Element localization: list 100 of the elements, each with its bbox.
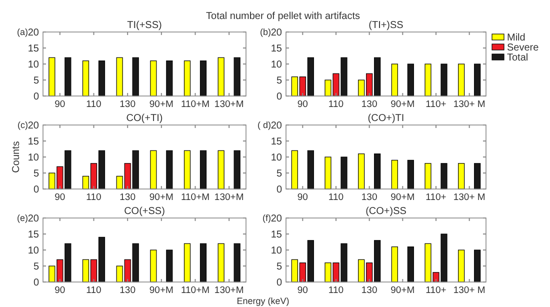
x-tick-label: 110 — [86, 99, 102, 110]
y-tick-label: 10 — [270, 152, 282, 164]
y-tick-label: 5 — [276, 76, 282, 86]
x-tick-label: 130 — [120, 285, 136, 296]
bar — [166, 150, 173, 190]
y-tick-label: 10 — [270, 60, 282, 70]
x-tick-label: 90+M — [149, 285, 174, 296]
bar — [200, 150, 207, 190]
text: (e) — [17, 213, 28, 224]
x-tick-label: 130 — [361, 192, 378, 203]
bar — [474, 250, 481, 282]
x-tick-label: 130+ M — [453, 192, 486, 203]
x-tick-label: 90 — [297, 192, 308, 203]
text: (c) — [18, 120, 28, 130]
x-tick-label: 90+M — [390, 192, 415, 203]
chart-title: (CO+)SS — [366, 206, 407, 217]
x-tick-label: 110 — [86, 192, 102, 203]
legend-label: Total — [507, 52, 528, 64]
bar — [374, 154, 381, 190]
bar — [184, 150, 191, 190]
chart-title: TI(+SS) — [127, 20, 162, 31]
bar — [440, 64, 448, 96]
bar — [340, 156, 348, 190]
text: (a) — [17, 27, 28, 38]
x-tick-label: 90+M — [149, 99, 174, 110]
bar — [200, 243, 207, 282]
y-tick-label: 0 — [276, 278, 282, 288]
x-tick-label: 110+M — [180, 99, 210, 110]
x-tick-label: 110 — [328, 99, 344, 110]
x-tick-label: 90+M — [390, 285, 415, 296]
x-tick-label: 90+M — [149, 192, 174, 203]
y-tick-label: 0 — [276, 92, 282, 102]
x-tick-label: 110+ — [426, 99, 447, 110]
y-tick-label: 20 — [270, 28, 282, 38]
legend-label: Severe — [507, 42, 540, 54]
bar — [324, 156, 332, 190]
y-tick-label: 10 — [28, 60, 40, 70]
bar — [407, 246, 414, 282]
bar — [391, 246, 398, 282]
chart-title: (TI+)SS — [368, 20, 404, 31]
bar — [218, 150, 224, 190]
bar — [391, 160, 398, 190]
legend-label: Mild — [507, 32, 526, 44]
bar — [234, 243, 240, 282]
y-tick-label: 0 — [276, 184, 282, 196]
x-tick-label: 130+M — [214, 99, 244, 110]
chart-title: CO(+SS) — [124, 206, 165, 217]
y-tick-label: 0 — [33, 92, 40, 102]
bar — [291, 150, 298, 190]
x-tick-label: 130+M — [214, 285, 244, 296]
x-tick-label: 110 — [86, 285, 102, 296]
x-tick-label: 90 — [54, 99, 66, 110]
x-tick-label: 130 — [361, 285, 378, 296]
x-tick-label: 130+ M — [453, 99, 486, 110]
text: (b) — [260, 27, 271, 38]
y-tick-label: 10 — [28, 246, 40, 256]
x-tick-label: 110 — [328, 285, 344, 296]
y-tick-label: 15 — [28, 230, 40, 240]
bar — [307, 150, 314, 190]
bar — [424, 64, 432, 96]
bar — [218, 243, 224, 282]
bar — [458, 163, 465, 190]
bar — [150, 250, 157, 282]
text: ( d) — [258, 120, 272, 130]
x-tick-label: 130 — [120, 192, 136, 203]
text: (f) — [262, 213, 271, 224]
y-tick-label: 20 — [28, 120, 40, 132]
chart-title: (CO+)TI — [368, 113, 404, 124]
bar — [407, 64, 414, 96]
y-tick-label: 10 — [28, 152, 40, 164]
bar — [440, 163, 448, 190]
y-tick-label: 10 — [270, 246, 282, 256]
y-tick-label: 5 — [33, 168, 40, 180]
y-tick-label: 15 — [28, 136, 40, 148]
y-tick-label: 15 — [28, 44, 40, 54]
x-tick-label: 110+M — [180, 192, 210, 203]
y-tick-label: 20 — [28, 214, 40, 224]
bar — [184, 243, 191, 282]
x-tick-label: 90 — [54, 285, 66, 296]
x-tick-label: 130 — [361, 99, 378, 110]
bar — [150, 150, 157, 190]
bar — [474, 163, 481, 190]
x-tick-label: 90 — [297, 99, 308, 110]
y-tick-label: 0 — [33, 278, 40, 288]
x-tick-label: 110+ — [426, 192, 447, 203]
bar — [474, 64, 481, 96]
y-tick-label: 20 — [28, 28, 40, 38]
y-tick-label: 5 — [276, 168, 282, 180]
x-tick-label: 130 — [120, 99, 136, 110]
bar — [358, 154, 365, 190]
bar — [407, 160, 414, 190]
y-tick-label: 20 — [270, 214, 282, 224]
x-tick-label: 90 — [297, 285, 308, 296]
x-tick-label: 130+ M — [453, 285, 486, 296]
bar — [391, 64, 398, 96]
x-tick-label: 90+M — [390, 99, 415, 110]
bar — [234, 150, 240, 190]
x-tick-label: 130+M — [214, 192, 244, 203]
y-tick-label: 15 — [270, 136, 282, 148]
text: Total number of pellet with artifacts — [206, 11, 360, 22]
